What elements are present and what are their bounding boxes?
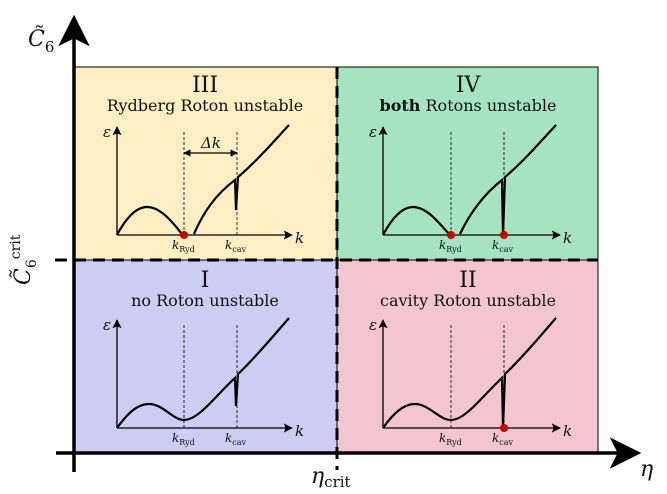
quadrant-III-title: Rydberg Roton unstable <box>107 96 303 115</box>
inset-II-k-label: k <box>563 422 572 440</box>
inset-I-dispersion <box>116 317 290 429</box>
inset-II-k-cav-tick: kcav <box>492 431 514 447</box>
inset-III-ryd-instability-marker <box>180 231 188 239</box>
inset-I-energy-label: ε <box>103 316 111 334</box>
y-axis-label: C̃6 <box>28 26 54 56</box>
inset-IV-energy-label: ε <box>369 123 377 141</box>
quadrant-III-numeral: III <box>192 73 218 98</box>
inset-IV-cav-instability-marker <box>500 231 508 239</box>
inset-IV-k-label: k <box>563 229 572 247</box>
quadrant-II-bg <box>336 259 599 454</box>
quadrant-III-bg <box>73 66 338 261</box>
inset-IV: ε k kRyd kcav <box>369 123 572 254</box>
inset-IV-k-ryd-tick: kRyd <box>439 238 462 254</box>
inset-III-k-label: k <box>295 229 304 247</box>
inset-IV-k-cav-tick: kcav <box>492 238 514 254</box>
inset-I-k-cav-tick: kcav <box>225 431 247 447</box>
inset-III-k-ryd-tick: kRyd <box>172 238 195 254</box>
inset-I-k-label: k <box>295 422 304 440</box>
inset-II-cav-instability-marker <box>500 424 508 432</box>
inset-I-k-ryd-tick: kRyd <box>172 431 195 447</box>
inset-IV-dispersion-hump <box>382 205 450 236</box>
inset-III-dispersion-rise <box>192 124 290 235</box>
eta-crit-label: ηcrit <box>311 464 351 489</box>
quadrant-II-numeral: II <box>459 268 476 293</box>
inset-IV-ryd-instability-marker <box>447 231 455 239</box>
inset-I: ε k kRyd kcav <box>103 316 304 447</box>
inset-II-k-ryd-tick: kRyd <box>439 431 462 447</box>
x-axis-label: η <box>640 457 653 482</box>
inset-III: ε k Δk kRyd kcav <box>103 123 304 254</box>
delta-k-label: Δk <box>200 134 221 152</box>
c6-crit-label: C̃6crit <box>8 234 40 285</box>
inset-II-energy-label: ε <box>369 316 377 334</box>
inset-II: ε k kRyd kcav <box>369 316 572 447</box>
quadrant-II-title: cavity Roton unstable <box>380 291 556 310</box>
quadrant-I-numeral: I <box>201 268 210 293</box>
inset-II-dispersion <box>382 317 557 429</box>
inset-III-energy-label: ε <box>103 123 111 141</box>
quadrant-I-title: no Roton unstable <box>131 291 279 310</box>
quadrant-I-bg <box>73 259 338 454</box>
quadrant-IV-title: both Rotons unstable <box>380 96 557 115</box>
quadrant-IV-bg <box>336 66 599 261</box>
quadrant-IV-numeral: IV <box>456 73 482 98</box>
inset-III-k-cav-tick: kcav <box>225 238 247 254</box>
inset-III-dispersion-hump <box>116 205 183 236</box>
